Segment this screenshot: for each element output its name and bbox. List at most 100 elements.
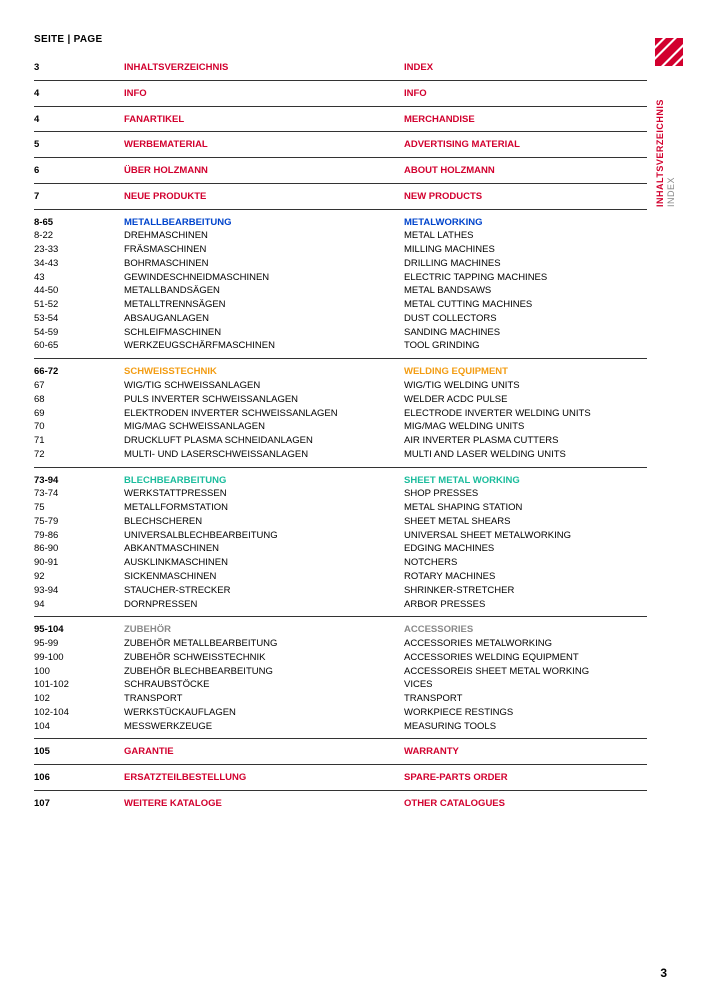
- toc-en: ACCESSOREIS SHEET METAL WORKING: [404, 665, 647, 679]
- toc-row: 67WIG/TIG SCHWEISSANLAGENWIG/TIG WELDING…: [34, 379, 647, 393]
- toc-page: 99-100: [34, 651, 124, 665]
- toc-section: 5WERBEMATERIALADVERTISING MATERIAL: [34, 132, 647, 158]
- toc-row: 86-90ABKANTMASCHINENEDGING MACHINES: [34, 542, 647, 556]
- toc-en: WELDER ACDC PULSE: [404, 393, 647, 407]
- toc-page: 94: [34, 598, 124, 612]
- toc-en: UNIVERSAL SHEET METALWORKING: [404, 529, 647, 543]
- toc-row: 23-33FRÄSMASCHINENMILLING MACHINES: [34, 243, 647, 257]
- toc-de: ZUBEHÖR BLECHBEARBEITUNG: [124, 665, 404, 679]
- toc-de: DREHMASCHINEN: [124, 229, 404, 243]
- toc-row: 53-54ABSAUGANLAGENDUST COLLECTORS: [34, 312, 647, 326]
- toc-en: DUST COLLECTORS: [404, 312, 647, 326]
- toc-page: 4: [34, 113, 124, 127]
- toc-en: TRANSPORT: [404, 692, 647, 706]
- toc-row: 3INHALTSVERZEICHNISINDEX: [34, 61, 647, 75]
- toc-page: 7: [34, 190, 124, 204]
- toc-group-header: 66-72SCHWEISSTECHNIKWELDING EQUIPMENT: [34, 365, 647, 379]
- toc-row: 73-74WERKSTATTPRESSENSHOP PRESSES: [34, 487, 647, 501]
- toc-page: 107: [34, 797, 124, 811]
- toc-en: MEASURING TOOLS: [404, 720, 647, 734]
- toc-page: 72: [34, 448, 124, 462]
- toc-en: METAL BANDSAWS: [404, 284, 647, 298]
- toc-de: ZUBEHÖR SCHWEISSTECHNIK: [124, 651, 404, 665]
- toc-de: ZUBEHÖR METALLBEARBEITUNG: [124, 637, 404, 651]
- toc-de: NEUE PRODUKTE: [124, 190, 404, 204]
- toc-de: MIG/MAG SCHWEISSANLAGEN: [124, 420, 404, 434]
- toc-de: SCHWEISSTECHNIK: [124, 365, 404, 379]
- toc-group-header: 95-104ZUBEHÖRACCESSORIES: [34, 623, 647, 637]
- toc-de: BLECHSCHEREN: [124, 515, 404, 529]
- toc-row: 93-94STAUCHER-STRECKERSHRINKER-STRETCHER: [34, 584, 647, 598]
- toc-row: 99-100ZUBEHÖR SCHWEISSTECHNIKACCESSORIES…: [34, 651, 647, 665]
- toc-row: 6ÜBER HOLZMANNABOUT HOLZMANN: [34, 164, 647, 178]
- toc-de: STAUCHER-STRECKER: [124, 584, 404, 598]
- toc-page: 100: [34, 665, 124, 679]
- toc-page: 92: [34, 570, 124, 584]
- toc-page: 70: [34, 420, 124, 434]
- column-header: SEITE | PAGE: [34, 34, 647, 45]
- toc-de: FANARTIKEL: [124, 113, 404, 127]
- toc-row: 79-86UNIVERSALBLECHBEARBEITUNGUNIVERSAL …: [34, 529, 647, 543]
- toc-row: 43GEWINDESCHNEIDMASCHINENELECTRIC TAPPIN…: [34, 271, 647, 285]
- toc-en: VICES: [404, 678, 647, 692]
- toc-de: WERKSTÜCKAUFLAGEN: [124, 706, 404, 720]
- toc-page: 4: [34, 87, 124, 101]
- page-number: 3: [660, 966, 667, 980]
- toc-page: 79-86: [34, 529, 124, 543]
- toc-de: WIG/TIG SCHWEISSANLAGEN: [124, 379, 404, 393]
- toc-de: METALLBEARBEITUNG: [124, 216, 404, 230]
- toc-en: WELDING EQUIPMENT: [404, 365, 647, 379]
- toc-en: WORKPIECE RESTINGS: [404, 706, 647, 720]
- toc-en: NOTCHERS: [404, 556, 647, 570]
- toc-page: 23-33: [34, 243, 124, 257]
- toc-de: ZUBEHÖR: [124, 623, 404, 637]
- toc-page: 60-65: [34, 339, 124, 353]
- toc-section: 4FANARTIKELMERCHANDISE: [34, 107, 647, 133]
- toc-en: SHEET METAL WORKING: [404, 474, 647, 488]
- toc-page: 75-79: [34, 515, 124, 529]
- toc-page: 90-91: [34, 556, 124, 570]
- toc-group-header: 8-65METALLBEARBEITUNGMETALWORKING: [34, 216, 647, 230]
- toc-section: 106ERSATZTEILBESTELLUNGSPARE-PARTS ORDER: [34, 765, 647, 791]
- toc-en: ACCESSORIES: [404, 623, 647, 637]
- toc-en: OTHER CATALOGUES: [404, 797, 647, 811]
- toc-row: 106ERSATZTEILBESTELLUNGSPARE-PARTS ORDER: [34, 771, 647, 785]
- toc-row: 92SICKENMASCHINENROTARY MACHINES: [34, 570, 647, 584]
- toc-section: 73-94BLECHBEARBEITUNGSHEET METAL WORKING…: [34, 468, 647, 618]
- toc-page: 67: [34, 379, 124, 393]
- toc-row: 94DORNPRESSENARBOR PRESSES: [34, 598, 647, 612]
- toc-row: 102TRANSPORTTRANSPORT: [34, 692, 647, 706]
- toc-en: SHOP PRESSES: [404, 487, 647, 501]
- toc-row: 95-99ZUBEHÖR METALLBEARBEITUNGACCESSORIE…: [34, 637, 647, 651]
- toc-section: 66-72SCHWEISSTECHNIKWELDING EQUIPMENT67W…: [34, 359, 647, 467]
- toc-row: 54-59SCHLEIFMASCHINENSANDING MACHINES: [34, 326, 647, 340]
- toc-de: INHALTSVERZEICHNIS: [124, 61, 404, 75]
- side-tab: INHALTSVERZEICHNIS INDEX: [655, 38, 687, 198]
- toc-page: 101-102: [34, 678, 124, 692]
- toc-section: 107WEITERE KATALOGEOTHER CATALOGUES: [34, 791, 647, 816]
- toc-en: ABOUT HOLZMANN: [404, 164, 647, 178]
- toc-en: ADVERTISING MATERIAL: [404, 138, 647, 152]
- toc-section: 3INHALTSVERZEICHNISINDEX: [34, 55, 647, 81]
- toc-en: ROTARY MACHINES: [404, 570, 647, 584]
- toc-en: METAL CUTTING MACHINES: [404, 298, 647, 312]
- toc-de: ERSATZTEILBESTELLUNG: [124, 771, 404, 785]
- toc-de: DORNPRESSEN: [124, 598, 404, 612]
- toc-en: DRILLING MACHINES: [404, 257, 647, 271]
- toc-page: 106: [34, 771, 124, 785]
- side-tab-sub-text: INDEX: [666, 177, 676, 207]
- toc-de: SCHRAUBSTÖCKE: [124, 678, 404, 692]
- toc-page: 93-94: [34, 584, 124, 598]
- toc-en: MERCHANDISE: [404, 113, 647, 127]
- toc-en: ARBOR PRESSES: [404, 598, 647, 612]
- toc-de: PULS INVERTER SCHWEISSANLAGEN: [124, 393, 404, 407]
- toc-row: 107WEITERE KATALOGEOTHER CATALOGUES: [34, 797, 647, 811]
- toc-row: 68PULS INVERTER SCHWEISSANLAGENWELDER AC…: [34, 393, 647, 407]
- page-container: SEITE | PAGE 3INHALTSVERZEICHNISINDEX4IN…: [0, 0, 707, 1000]
- toc-page: 5: [34, 138, 124, 152]
- toc-en: INFO: [404, 87, 647, 101]
- toc-row: 60-65WERKZEUGSCHÄRFMASCHINENTOOL GRINDIN…: [34, 339, 647, 353]
- toc-en: METALWORKING: [404, 216, 647, 230]
- toc-page: 73-74: [34, 487, 124, 501]
- toc-row: 104MESSWERKZEUGEMEASURING TOOLS: [34, 720, 647, 734]
